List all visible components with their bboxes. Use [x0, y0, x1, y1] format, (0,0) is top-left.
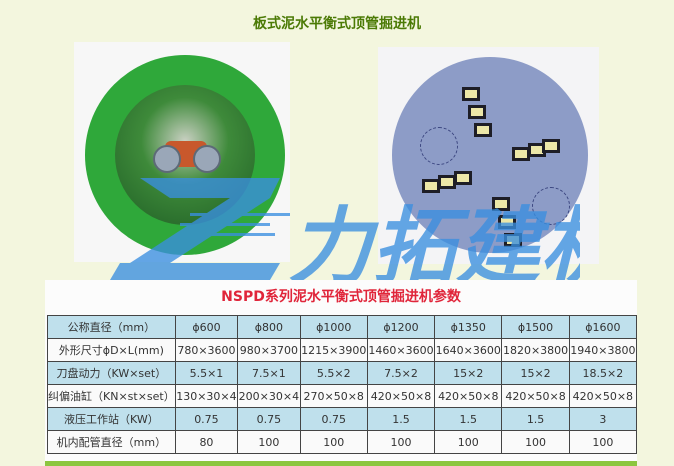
row-label: 液压工作站（KW）	[47, 407, 176, 431]
table-cell: 0.75	[174, 407, 239, 431]
table-cell: 420×50×8	[434, 384, 503, 408]
machine-front-photo	[74, 42, 290, 262]
table-cell: ϕ600	[174, 315, 239, 339]
logo-text: 力拓建机	[288, 198, 580, 283]
table-cell: 7.5×2	[366, 361, 436, 385]
spec-table: 公称直径（mm） ϕ600 ϕ800 ϕ1000 ϕ1200 ϕ1350 ϕ1500 ϕ160…	[47, 315, 638, 454]
table-cell: 1.5	[434, 407, 503, 431]
table-cell: ϕ1500	[501, 315, 570, 339]
table-cell: 18.5×2	[568, 361, 638, 385]
table-cell: 130×30×4	[174, 384, 239, 408]
table-cell: 15×2	[434, 361, 503, 385]
table-cell: ϕ800	[237, 315, 301, 339]
table-cell: 7.5×1	[237, 361, 301, 385]
table-title: NSPD系列泥水平衡式顶管掘进机参数	[221, 289, 461, 305]
table-row: 外形尺寸ϕD×L(mm) 780×3600 980×3700 1215×3900 146…	[47, 338, 638, 362]
table-cell: ϕ1000	[299, 315, 368, 339]
page-title: 板式泥水平衡式顶管掘进机	[253, 16, 421, 32]
divider	[45, 461, 637, 466]
table-row: 刀盘动力（KW×set） 5.5×1 7.5×1 5.5×2 7.5×2 15×2 15×2…	[47, 361, 638, 385]
company-logo-watermark: 力拓建机	[110, 178, 580, 283]
table-row: 公称直径（mm） ϕ600 ϕ800 ϕ1000 ϕ1200 ϕ1350 ϕ1500 ϕ160…	[47, 315, 638, 339]
table-cell: 0.75	[237, 407, 301, 431]
table-cell: 1215×3900	[299, 338, 368, 362]
table-cell: ϕ1350	[434, 315, 503, 339]
row-label: 外形尺寸ϕD×L(mm)	[47, 338, 176, 362]
table-cell: 100	[568, 430, 638, 454]
table-cell: ϕ1200	[366, 315, 436, 339]
cutter-head-photo	[378, 47, 599, 264]
row-label: 纠偏油缸（KN×st×set）	[47, 384, 176, 408]
table-row: 纠偏油缸（KN×st×set） 130×30×4 200×30×4 270×50×8 4…	[47, 384, 638, 408]
table-cell: 420×50×8	[366, 384, 436, 408]
table-cell: 100	[299, 430, 368, 454]
table-cell: 100	[434, 430, 503, 454]
table-cell: 980×3700	[237, 338, 301, 362]
table-cell: 3	[568, 407, 638, 431]
table-cell: 1940×3800	[568, 338, 638, 362]
table-cell: 15×2	[501, 361, 570, 385]
row-label: 公称直径（mm）	[47, 315, 176, 339]
table-cell: 200×30×4	[237, 384, 301, 408]
table-cell: 0.75	[299, 407, 368, 431]
table-cell: 420×50×8	[501, 384, 570, 408]
table-cell: 1460×3600	[366, 338, 436, 362]
table-cell: 420×50×8	[568, 384, 638, 408]
table-cell: 100	[501, 430, 570, 454]
table-cell: 780×3600	[174, 338, 239, 362]
table-cell: 1640×3600	[434, 338, 503, 362]
table-cell: 270×50×8	[299, 384, 368, 408]
table-cell: ϕ1600	[568, 315, 638, 339]
table-cell: 100	[366, 430, 436, 454]
table-row: 液压工作站（KW） 0.75 0.75 0.75 1.5 1.5 1.5 3	[47, 407, 638, 431]
row-label: 刀盘动力（KW×set）	[47, 361, 176, 385]
table-cell: 1.5	[366, 407, 436, 431]
table-cell: 5.5×1	[174, 361, 239, 385]
table-cell: 100	[237, 430, 301, 454]
table-cell: 1820×3800	[501, 338, 570, 362]
table-cell: 80	[174, 430, 239, 454]
table-cell: 5.5×2	[299, 361, 368, 385]
table-cell: 1.5	[501, 407, 570, 431]
row-label: 机内配管直径（mm）	[47, 430, 176, 454]
table-row: 机内配管直径（mm） 80 100 100 100 100 100 100	[47, 430, 638, 454]
